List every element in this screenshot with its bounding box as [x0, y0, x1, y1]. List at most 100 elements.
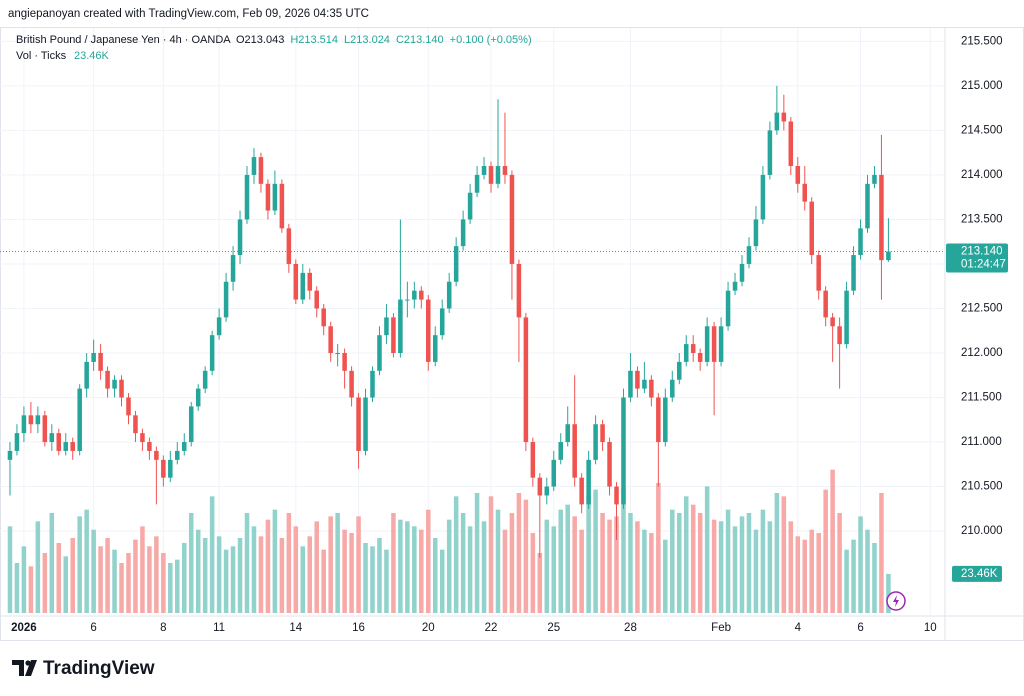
volume-bar — [258, 536, 264, 613]
volume-bar — [844, 549, 849, 613]
candle-body — [195, 388, 201, 407]
volume-bar — [7, 526, 13, 613]
candle-body — [446, 281, 452, 309]
volume-bar — [614, 516, 619, 613]
candle-body — [202, 370, 208, 389]
candle-body — [481, 166, 487, 175]
volume-bar — [746, 513, 752, 613]
x-tick-label: 25 — [547, 622, 560, 634]
candle-body — [272, 183, 278, 211]
candle-body — [377, 335, 382, 371]
footer-logo-text: TradingView — [43, 658, 155, 679]
volume-bar — [628, 513, 633, 613]
volume-bar — [607, 519, 612, 613]
volume-bar — [711, 519, 717, 613]
candle-body — [147, 442, 152, 451]
candle-body — [405, 299, 410, 301]
candle-body — [795, 166, 801, 184]
volume-bar — [697, 513, 703, 613]
x-tick-label: 10 — [924, 622, 937, 634]
candle-body — [49, 433, 55, 443]
volume-bar — [600, 513, 605, 613]
candle-body — [300, 272, 306, 300]
candle-body — [523, 317, 529, 443]
volume-bar — [753, 529, 759, 613]
volume-label-box — [952, 565, 1002, 582]
candle-body — [439, 308, 445, 336]
volume-bar — [523, 499, 529, 613]
candle-body — [879, 174, 884, 261]
volume-bar — [488, 496, 494, 613]
x-tick-label: 11 — [213, 622, 225, 634]
candle-body — [837, 326, 842, 345]
candle-body — [746, 246, 752, 264]
candle-body — [607, 442, 612, 487]
candle-body — [84, 361, 89, 389]
candle-body — [697, 353, 703, 362]
volume-bar — [293, 526, 299, 613]
volume-bar — [391, 513, 396, 613]
volume-bar — [565, 504, 570, 613]
candle-body — [802, 183, 808, 202]
candle-body — [251, 157, 257, 175]
ohlc-value: H213.514 — [290, 34, 338, 46]
candle-body — [551, 459, 557, 487]
candle-body — [181, 442, 187, 451]
volume-bar — [502, 529, 508, 613]
volume-bar — [230, 546, 236, 613]
volume-bar — [537, 553, 543, 613]
volume-bar — [886, 573, 891, 613]
grid — [0, 28, 945, 616]
volume-bar — [195, 529, 201, 613]
volume-bar — [265, 519, 271, 613]
volume-bar — [439, 549, 445, 613]
volume-bar — [77, 516, 82, 613]
candle-body — [495, 166, 501, 184]
volume-bar — [663, 539, 668, 613]
candle-body — [398, 299, 403, 353]
volume-bar — [453, 496, 459, 613]
y-tick-label: 212.000 — [961, 347, 1003, 359]
candle-body — [621, 397, 626, 505]
logo-slash — [25, 660, 37, 676]
y-tick-label: 215.000 — [961, 80, 1003, 92]
candle-body — [42, 415, 48, 443]
volume-bar — [676, 513, 682, 613]
candle-body — [830, 317, 835, 327]
x-tick-label: 4 — [795, 622, 802, 634]
volume-bar — [516, 493, 522, 613]
candle-body — [328, 326, 333, 353]
candle-body — [363, 397, 368, 451]
candle-body — [635, 370, 640, 389]
volume-bar — [35, 521, 41, 613]
candle-body — [663, 397, 668, 443]
countdown-label: 01:24:47 — [961, 259, 1006, 271]
candle-body — [391, 317, 396, 353]
candle-body — [886, 251, 891, 261]
volume-bar — [851, 539, 856, 613]
candle-body — [670, 379, 675, 398]
volume-bar — [823, 489, 828, 613]
candle-body — [656, 397, 661, 443]
volume-bar — [209, 496, 215, 613]
volume-bar — [551, 526, 557, 613]
volume-bar — [495, 509, 501, 613]
volume-bar — [670, 509, 675, 613]
volume-bar — [474, 493, 480, 613]
volume-bar — [586, 496, 591, 613]
attribution: angiepanoyan created with TradingView.co… — [8, 8, 369, 20]
ohlc-value: +0.100 (+0.05%) — [450, 34, 532, 46]
candle-body — [356, 397, 361, 451]
volume-bar — [509, 513, 515, 613]
volume-bar — [98, 546, 103, 613]
candle-body — [642, 379, 647, 389]
candle-body — [161, 459, 166, 478]
candle-body — [98, 353, 103, 371]
candle-body — [453, 246, 459, 282]
volume-bar — [460, 513, 466, 613]
volume-bar — [879, 493, 884, 613]
candle-body — [230, 255, 236, 282]
symbol: British Pound / Japanese Yen · 4h · OAND… — [16, 34, 231, 46]
y-tick-label: 212.500 — [961, 303, 1003, 315]
candle-body — [467, 192, 473, 220]
